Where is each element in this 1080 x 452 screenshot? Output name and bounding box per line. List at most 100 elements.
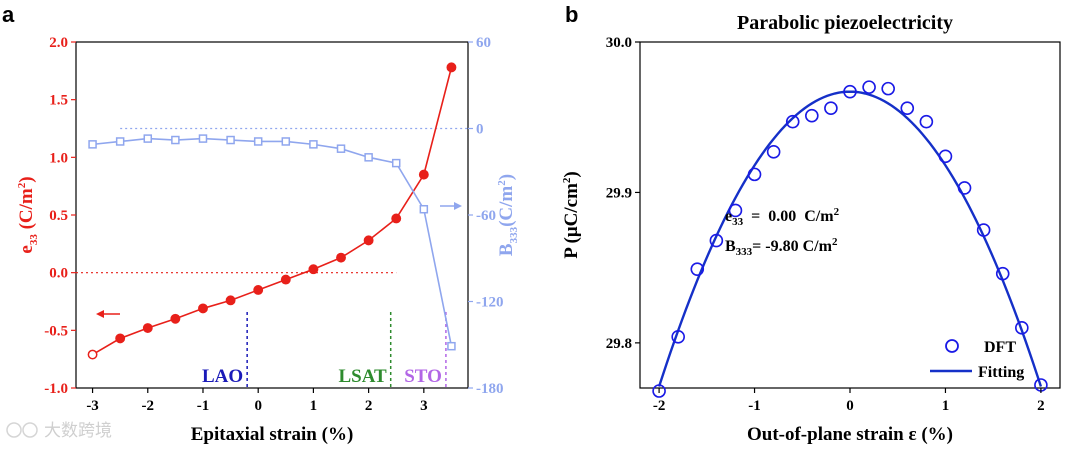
x-tick-label: 3: [420, 398, 428, 414]
right-y-tick-label: -180: [476, 381, 504, 397]
dft-point: [919, 114, 934, 129]
e33-series-line: [92, 67, 453, 356]
right-y-tick-label: 60: [476, 35, 491, 51]
e33-point: [446, 62, 457, 73]
left-y-tick-label: -0.5: [44, 323, 68, 339]
b333-point: [336, 144, 346, 153]
b333-point: [88, 140, 97, 149]
e33-point: [280, 274, 291, 285]
dft-point: [652, 384, 666, 398]
e33-point: [142, 323, 153, 333]
b333-point: [171, 135, 180, 145]
dft-point: [824, 101, 838, 115]
left-axis-arrow-icon: [96, 310, 120, 318]
dft-point: [671, 330, 685, 344]
dft-point: [747, 167, 762, 182]
b333-point: [447, 341, 456, 351]
panel-a-left-y-axis-label: e33 (C/m2): [16, 176, 40, 253]
left-y-tick-label: 1.5: [49, 93, 68, 109]
b333-point: [391, 158, 401, 168]
panel-a-right-y-label-base: B: [496, 243, 517, 256]
annotation-e33: e33 = 0.00 C/m2: [725, 206, 840, 228]
b-y-tick-label: 30.0: [606, 35, 632, 51]
e33-point: [225, 295, 236, 306]
e33-point: [418, 169, 429, 180]
watermark-logo-icon: [6, 422, 38, 438]
panel-b-plot-frame: [639, 41, 1061, 389]
b333-point: [226, 135, 235, 145]
left-y-tick-label: 2.0: [49, 35, 68, 51]
b333-series-line: [92, 137, 453, 347]
panel-b-y-label-base: P (μC/cm: [561, 183, 582, 259]
left-y-tick-label: 1.0: [49, 150, 68, 166]
panel-a-substrate-labels: LAO LSAT STO: [202, 366, 442, 387]
b-x-tick-label: 2: [1037, 398, 1045, 414]
dft-point: [995, 266, 1010, 281]
legend-fit-label: Fitting: [978, 364, 1024, 381]
right-y-tick-label: 0: [476, 122, 484, 138]
e33-point: [170, 313, 181, 324]
panel-a-right-y-axis-label: B333(C/m2): [496, 174, 520, 256]
annotation-e33-sub: 33: [732, 216, 744, 228]
panel-a-x-ticks: -3 -2 -1 0 1 2 3: [86, 388, 428, 414]
panel-a-x-axis-label: Epitaxial strain (%): [191, 424, 354, 445]
watermark-text: 大数跨境: [44, 421, 112, 441]
substrate-label-lao: LAO: [202, 366, 243, 387]
dft-point: [881, 81, 895, 96]
watermark: 大数跨境: [6, 421, 112, 441]
panel-a-substrate-lines: [246, 312, 447, 388]
panel-b: b Parabolic piezoelectricity -2 -1 0 1 2 29.…: [561, 2, 1061, 445]
b-x-tick-label: 0: [846, 398, 854, 414]
b333-point: [115, 137, 125, 146]
panel-b-y-label-end: ): [561, 171, 582, 177]
fitting-curve: [657, 90, 1043, 387]
panel-b-y-ticks: 29.8 29.9 30.0: [606, 35, 640, 352]
panel-a-series: [87, 62, 457, 360]
right-y-tick-label: -60: [476, 208, 496, 224]
annotation-b333-sub: 333: [736, 246, 753, 258]
dft-point: [862, 80, 876, 94]
x-tick-label: 0: [254, 398, 262, 414]
panel-b-letter: b: [565, 2, 578, 27]
panel-a-plot-frame: [75, 41, 469, 389]
dft-point: [957, 181, 972, 195]
x-tick-label: -2: [142, 398, 155, 414]
panel-a-left-y-label-sub: 33: [28, 234, 40, 246]
e33-point: [391, 213, 402, 224]
right-y-tick-label: -120: [476, 295, 504, 311]
legend-dft-marker-icon: [945, 339, 959, 353]
panel-a-left-y-label-end: ): [16, 176, 37, 182]
b-y-tick-label: 29.8: [606, 336, 632, 352]
annotation-e33-rest: = 0.00 C/m: [743, 208, 834, 225]
panel-a: a -3 -2 -1 0 1 2 3 -1.0 -0.5 0.0 0.5 1.0 1.5 2.0 60 0…: [2, 2, 520, 445]
b333-point: [419, 204, 429, 214]
e33-point: [336, 252, 346, 263]
panel-b-fit: [657, 90, 1043, 387]
legend-dft-label: DFT: [984, 339, 1016, 356]
e33-point: [308, 264, 319, 275]
panel-b-y-label-sup: 2: [561, 177, 573, 183]
dft-point: [1015, 321, 1029, 335]
annotation-b333-base: B: [725, 238, 736, 255]
b333-point: [309, 140, 318, 149]
b-x-tick-label: -2: [653, 398, 666, 414]
panel-b-title: Parabolic piezoelectricity: [737, 12, 953, 34]
e33-point: [363, 235, 374, 246]
panel-b-x-axis-label: Out-of-plane strain ε (%): [747, 424, 953, 445]
annotation-b333: B333= -9.80 C/m2: [725, 236, 838, 258]
x-tick-label: -3: [86, 398, 99, 414]
dft-point: [843, 84, 857, 99]
dft-point: [900, 101, 915, 115]
b333-point: [198, 134, 208, 143]
left-y-tick-label: 0.5: [49, 208, 68, 224]
panel-a-right-y-label-rest: (C/m: [496, 186, 517, 227]
panel-b-legend: DFT Fitting: [930, 339, 1024, 381]
dft-point: [766, 145, 781, 159]
panel-a-right-y-ticks: 60 0 -60 -120 -180: [468, 35, 504, 397]
right-axis-arrow-icon: [440, 202, 462, 210]
e33-point: [253, 285, 264, 295]
e33-point: [198, 303, 208, 314]
left-y-tick-label: -1.0: [44, 381, 68, 397]
x-tick-label: -1: [197, 398, 210, 414]
